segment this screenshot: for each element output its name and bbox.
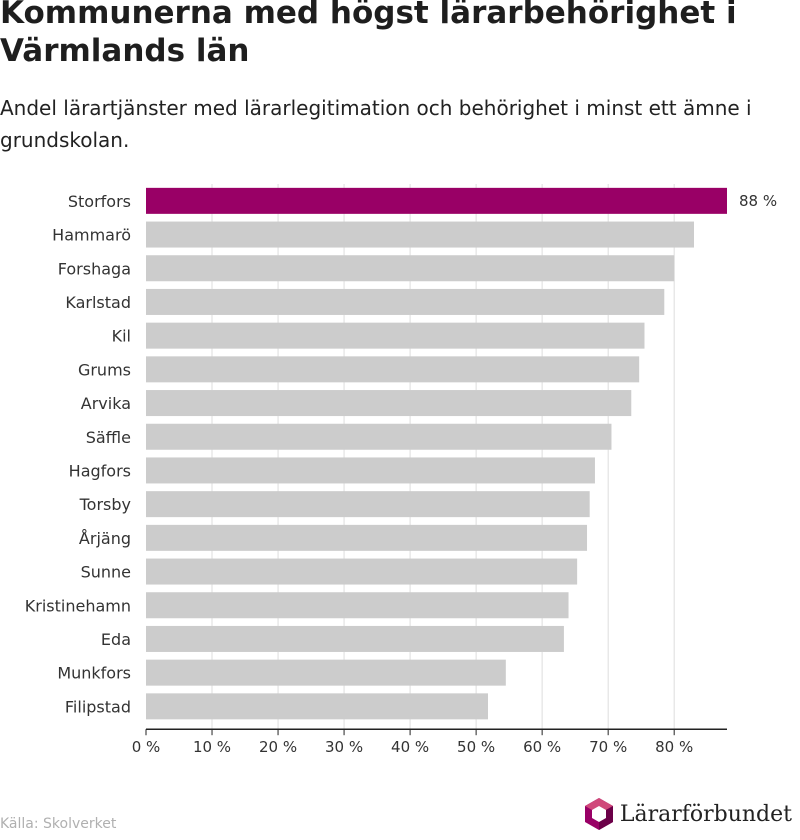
chart-subtitle: Andel lärartjänster med lärarlegitimatio… [0, 96, 752, 152]
x-tick-label: 60 % [523, 738, 561, 756]
data-label: 88 % [739, 192, 777, 210]
chart-title: Kommunerna med högst lärarbehörighet i V… [0, 0, 737, 69]
bar [146, 390, 632, 417]
bar [146, 322, 645, 349]
lararforbundet-logo-icon [584, 798, 613, 830]
x-tick-label: 30 % [325, 738, 363, 756]
brand-logo: Lärarförbundet [584, 796, 792, 832]
category-label: Eda [101, 630, 131, 649]
category-label: Grums [78, 360, 131, 379]
bar [146, 491, 590, 518]
x-tick-label: 80 % [655, 738, 693, 756]
category-label: Forshaga [58, 259, 131, 278]
bar [146, 288, 665, 315]
category-label: Torsby [79, 495, 131, 514]
bar [146, 255, 675, 282]
category-label: Filipstad [65, 697, 131, 716]
bar [146, 659, 506, 686]
bar [146, 187, 727, 214]
source-note: Källa: Skolverket [0, 816, 117, 832]
category-label: Kristinehamn [25, 596, 131, 615]
x-tick-label: 0 % [132, 738, 161, 756]
category-label: Säffle [86, 428, 131, 447]
category-label: Hagfors [69, 461, 131, 480]
bar [146, 592, 569, 619]
bar [146, 558, 578, 585]
category-label: Kil [112, 327, 131, 346]
category-label: Karlstad [65, 293, 131, 312]
bar [146, 625, 564, 652]
bar [146, 423, 612, 450]
category-label: Årjäng [79, 529, 131, 548]
category-label: Munkfors [57, 664, 131, 683]
category-label: Sunne [81, 563, 131, 582]
category-label: Hammarö [52, 226, 131, 245]
x-tick-label: 20 % [259, 738, 297, 756]
bar-chart: Storfors Hammarö Forshaga Karlstad Kil Grums A… [25, 184, 777, 756]
bar [146, 524, 588, 551]
bar [146, 457, 595, 484]
x-tick-label: 70 % [589, 738, 627, 756]
category-label: Storfors [68, 192, 131, 211]
x-tick-label: 10 % [193, 738, 231, 756]
x-tick-label: 50 % [457, 738, 495, 756]
category-label: Arvika [81, 394, 131, 413]
x-tick-label: 40 % [391, 738, 429, 756]
bar [146, 693, 488, 720]
bar [146, 221, 694, 248]
brand-name: Lärarförbundet [619, 801, 792, 827]
bar [146, 356, 640, 383]
